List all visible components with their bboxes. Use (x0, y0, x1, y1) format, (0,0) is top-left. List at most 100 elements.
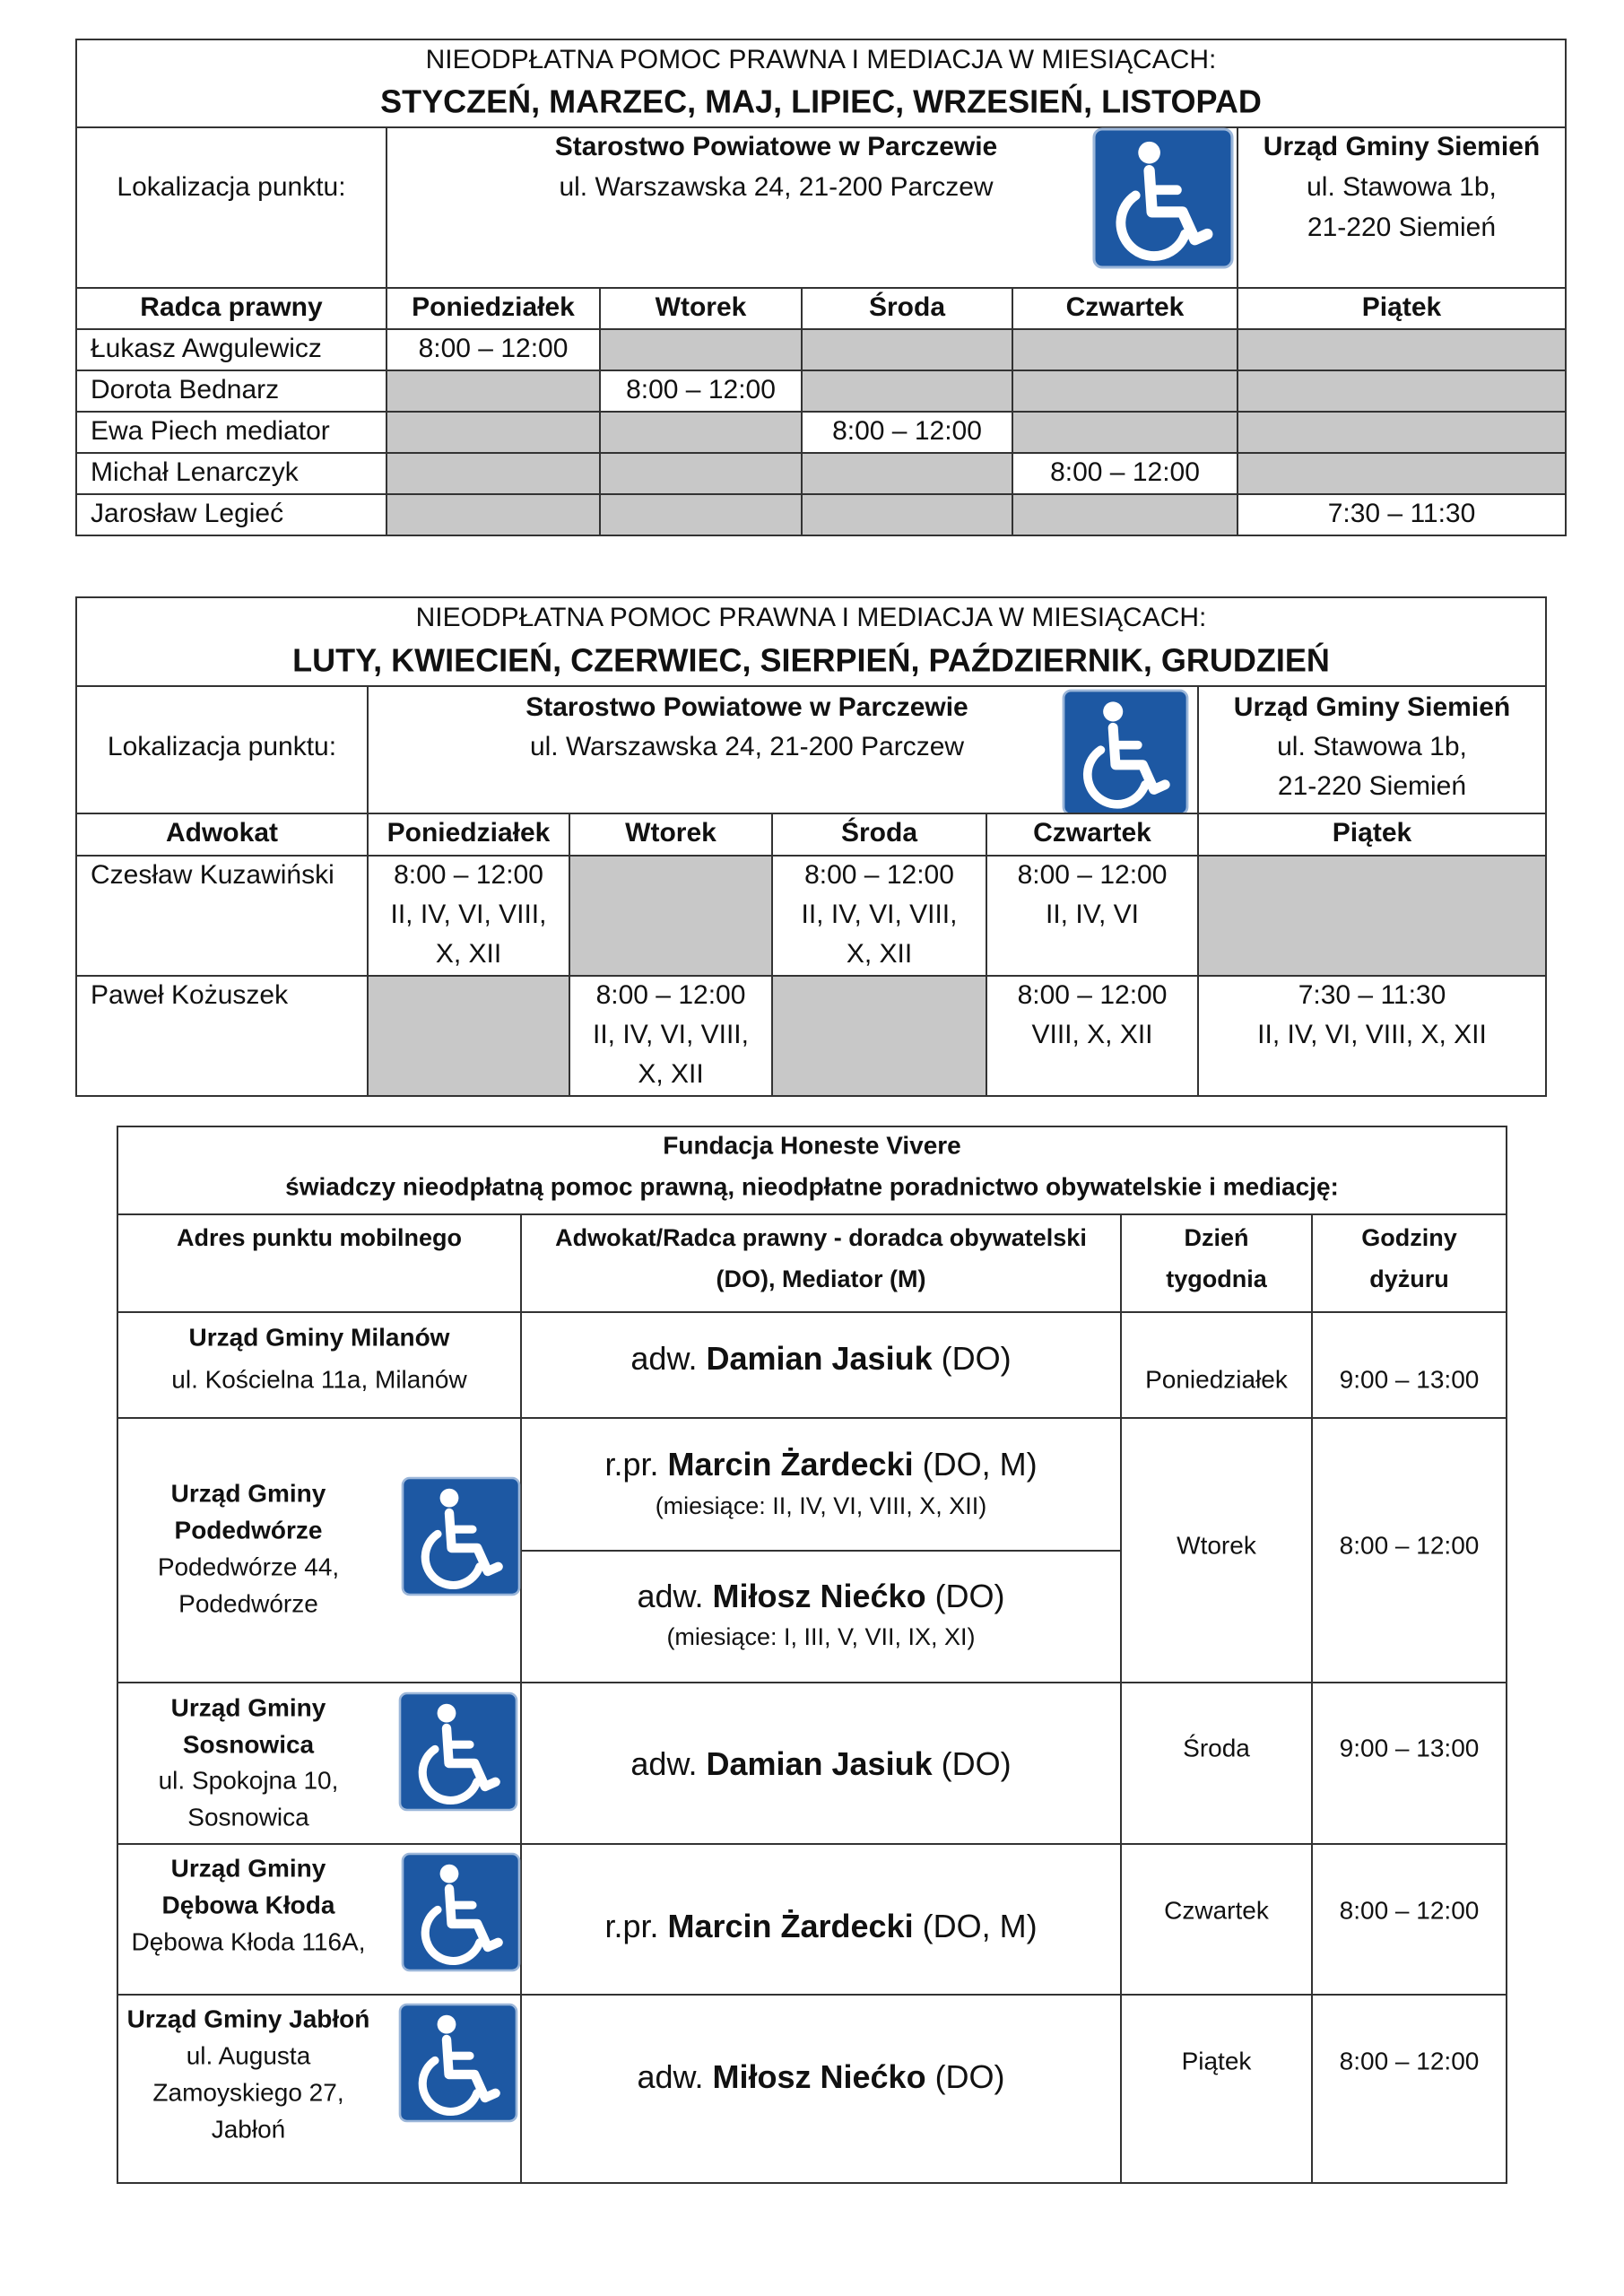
cell (386, 493, 601, 536)
column-header: Godziny (1361, 1224, 1457, 1251)
hours: 9:00 – 13:00 (1340, 1734, 1480, 1761)
column-header: Poniedziałek (387, 818, 551, 848)
office-name: Urząd Gminy Milanów (189, 1323, 450, 1351)
cell (771, 855, 987, 977)
cell (569, 975, 773, 1097)
location: 21-220 Siemień (1278, 771, 1466, 801)
icon-wheel (1082, 745, 1150, 809)
cell (75, 411, 387, 454)
office-address: Dębowa Kłoda 116A, (132, 1927, 366, 1955)
lawyer-role: (DO) (942, 1745, 1012, 1782)
icon-wheel (1116, 190, 1191, 261)
cell (75, 855, 369, 977)
lawyer-role: (DO, M) (923, 1446, 1038, 1483)
cell (75, 596, 1547, 687)
cell (1237, 126, 1567, 289)
hours: 8:00 – 12:00 (1340, 1896, 1480, 1924)
office-name: Podedwórze (175, 1516, 323, 1544)
column-header: Piątek (1333, 818, 1412, 848)
accessibility-icon (1062, 689, 1189, 816)
location: ul. Stawowa 1b, (1307, 172, 1497, 202)
schedule: II, IV, VI (1046, 900, 1139, 929)
icon-wheel (421, 1529, 484, 1589)
accessibility-icon (401, 1476, 521, 1596)
column-header: Radca prawny (140, 292, 323, 322)
location: Starostwo Powiatowe w Parczewie (555, 132, 997, 161)
cell (386, 370, 601, 413)
cell (1311, 1682, 1507, 1845)
icon-head (1138, 141, 1160, 164)
schedule: 8:00 – 12:00 (804, 860, 954, 890)
column-header: Adwokat (166, 818, 278, 848)
icon-head (439, 1488, 459, 1508)
icon-wheel (418, 2056, 482, 2116)
lawyer-title: adw. (637, 2058, 703, 2095)
office-name: Sosnowica (183, 1730, 315, 1758)
lawyer: adw. Miłosz Niećko (DO) (637, 2058, 1004, 2095)
location-label: Lokalizacja punktu: (108, 732, 336, 761)
schedule: 7:30 – 11:30 (1328, 499, 1476, 528)
cell (75, 813, 369, 857)
cell (1012, 411, 1238, 454)
cell (1012, 328, 1238, 371)
cell (986, 813, 1199, 857)
lawyer-name: Marcin Żardecki (667, 1908, 913, 1944)
location: Starostwo Powiatowe w Parczewie (525, 692, 968, 722)
accessibility-icon (398, 2003, 518, 2123)
icon-head (437, 2014, 456, 2034)
cell (569, 813, 773, 857)
column-header: Adres punktu mobilnego (177, 1224, 462, 1251)
foundation-title: świadczy nieodpłatną pomoc prawną, nieod… (285, 1172, 1339, 1200)
lawyer: adw. Damian Jasiuk (DO) (630, 1745, 1011, 1782)
title: NIEODPŁATNA POMOC PRAWNA I MEDIACJA W MI… (416, 603, 1207, 632)
lawyer: adw. Miłosz Niećko (DO) (637, 1578, 1004, 1614)
foundation-title: Fundacja Honeste Vivere (663, 1131, 961, 1159)
cell (599, 328, 803, 371)
cell (520, 1994, 1122, 2184)
cell (801, 452, 1013, 495)
location-label: Lokalizacja punktu: (117, 172, 345, 202)
cell (117, 1311, 522, 1419)
cell (1197, 975, 1547, 1097)
cell (801, 493, 1013, 536)
lawyer: r.pr. Marcin Żardecki (DO, M) (604, 1908, 1037, 1944)
icon-head (1103, 701, 1124, 722)
column-header: Czwartek (1033, 818, 1151, 848)
weekday: Środa (1183, 1733, 1250, 1761)
accessibility-icon (398, 1692, 518, 1812)
office-address: Podedwórze (178, 1589, 318, 1617)
icon-background (1062, 689, 1189, 816)
cell (367, 685, 1199, 814)
office-address: Jabłoń (212, 2115, 286, 2143)
cell (1012, 287, 1238, 330)
column-header: Adwokat/Radca prawny - doradca obywatels… (555, 1224, 1087, 1251)
schedule: II, IV, VI, VIII, (802, 900, 958, 929)
person-name: Czesław Kuzawiński (91, 860, 334, 890)
icon-background (398, 2003, 518, 2123)
lawyer-name: Marcin Żardecki (667, 1446, 913, 1483)
icon-body (444, 1508, 503, 1577)
person-name: Ewa Piech mediator (91, 416, 330, 446)
icon-background (1092, 127, 1234, 269)
title: STYCZEŃ, MARZEC, MAJ, LIPIEC, WRZESIEŃ, … (380, 83, 1262, 120)
lawyer-note: (miesiące: II, IV, VI, VIII, X, XII) (656, 1492, 987, 1519)
location: ul. Warszawska 24, 21-200 Parczew (559, 172, 993, 202)
cell (386, 411, 601, 454)
weekday: Wtorek (1177, 1531, 1257, 1559)
cell (367, 855, 570, 977)
cell (569, 855, 773, 977)
icon-head (437, 1703, 456, 1723)
cell (1237, 370, 1567, 413)
office-name: Urząd Gminy (171, 1854, 326, 1882)
icon-wheel (421, 1905, 484, 1965)
person-name: Jarosław Legieć (91, 499, 283, 528)
icon-head (439, 1864, 459, 1883)
schedule: 7:30 – 11:30 (1298, 980, 1446, 1010)
office-address: ul. Kościelna 11a, Milanów (171, 1365, 467, 1393)
schedule: 8:00 – 12:00 (1050, 457, 1200, 487)
title: LUTY, KWIECIEŃ, CZERWIEC, SIERPIEŃ, PAŹD… (292, 642, 1330, 679)
lawyer-name: Miłosz Niećko (713, 1578, 926, 1614)
office-address: Zamoyskiego 27, (152, 2078, 343, 2106)
hours: 8:00 – 12:00 (1340, 1531, 1480, 1559)
